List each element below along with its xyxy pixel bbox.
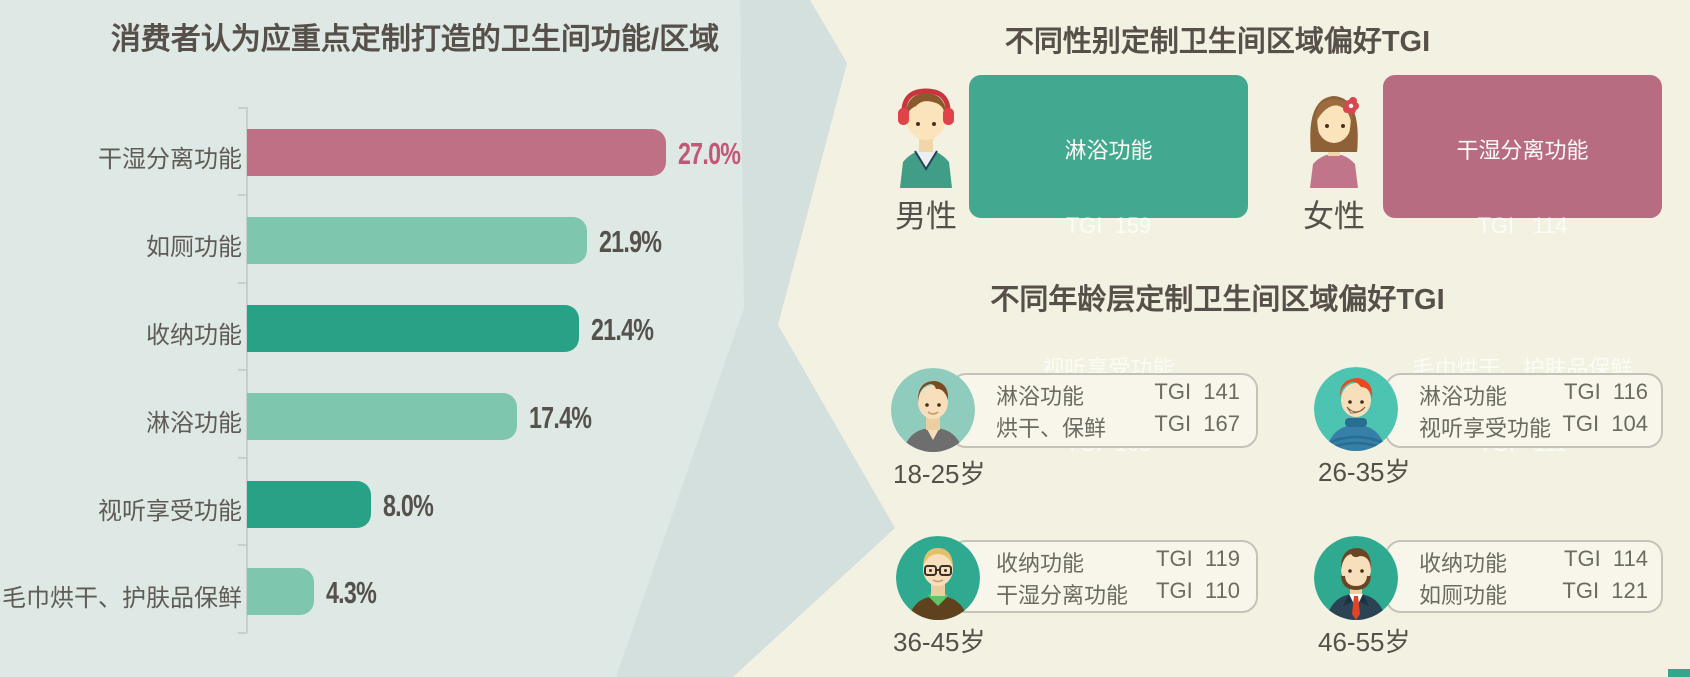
chart-axis-line bbox=[246, 107, 248, 633]
row-tgi-value: TGI 104 bbox=[1562, 411, 1648, 436]
age-card-26-35: 淋浴功能 TGI 116 视听享受功能 TGI 104 bbox=[1385, 373, 1663, 448]
bar-value-label: 21.4% bbox=[591, 312, 654, 347]
row-tgi-value: TGI 110 bbox=[1156, 578, 1240, 603]
female-label: 女性 bbox=[1303, 199, 1365, 234]
axis-tick bbox=[238, 457, 247, 459]
axis-tick bbox=[238, 369, 247, 371]
flower-icon bbox=[1343, 97, 1359, 114]
redhead-man-avatar-icon bbox=[1314, 367, 1398, 451]
bar bbox=[247, 393, 517, 440]
row-tgi-value: TGI 121 bbox=[1562, 578, 1648, 603]
age-card-row: 如厕功能 TGI 121 bbox=[1419, 578, 1648, 610]
age-card-row: 收纳功能 TGI 114 bbox=[1419, 546, 1648, 578]
female-flower-avatar-icon bbox=[1310, 96, 1359, 188]
axis-tick bbox=[238, 107, 247, 109]
axis-tick bbox=[238, 632, 247, 634]
age-label-18-25: 18-25岁 bbox=[893, 459, 986, 489]
corner-accent-mark bbox=[1668, 669, 1690, 677]
female-persona: 女性 bbox=[1290, 80, 1378, 236]
axis-tick bbox=[238, 544, 247, 546]
row-tgi-value: TGI 119 bbox=[1156, 546, 1240, 571]
male-persona: 男性 bbox=[882, 80, 970, 236]
age-card-36-45: 收纳功能 TGI 119 干湿分离功能 TGI 110 bbox=[950, 540, 1258, 613]
bar-category-label: 视听享受功能 bbox=[98, 498, 242, 525]
age-card-row: 收纳功能 TGI 119 bbox=[996, 546, 1240, 578]
age-label-26-35: 26-35岁 bbox=[1318, 457, 1411, 487]
bar-value-label: 21.9% bbox=[599, 224, 662, 259]
row-tgi-value: TGI 116 bbox=[1564, 379, 1648, 404]
bar bbox=[247, 481, 371, 528]
male-tgi-box: 淋浴功能 TGI 159 视听享受功能 TGI 103 bbox=[969, 75, 1248, 456]
suit-man-avatar-icon bbox=[1314, 536, 1398, 620]
female-tgi-box: 干湿分离功能 TGI 114 毛巾烘干、护肤品保鲜 TGI 111 bbox=[1383, 75, 1662, 456]
bar-value-label: 17.4% bbox=[529, 400, 592, 435]
bar-chart-title: 消费者认为应重点定制打造的卫生间功能/区域 bbox=[110, 23, 720, 56]
gender-section-title: 不同性别定制卫生间区域偏好TGI bbox=[1004, 26, 1431, 58]
age-card-row: 干湿分离功能 TGI 110 bbox=[996, 578, 1240, 610]
row-label: 视听享受功能 bbox=[1419, 416, 1552, 441]
row-label: 淋浴功能 bbox=[1419, 384, 1508, 409]
young-man-avatar-icon bbox=[891, 368, 975, 452]
row-tgi-value: TGI 114 bbox=[1564, 546, 1648, 571]
bar-value-label: 27.0% bbox=[678, 136, 741, 171]
row-tgi-value: TGI 141 bbox=[1154, 379, 1240, 404]
axis-tick bbox=[238, 194, 247, 196]
bar-value-label: 8.0% bbox=[383, 488, 434, 523]
age-card-row: 视听享受功能 TGI 104 bbox=[1419, 411, 1648, 443]
bar-category-label: 如厕功能 bbox=[146, 234, 242, 261]
male-item-1-tgi: TGI 159 bbox=[1065, 213, 1152, 238]
age-card-row: 烘干、保鲜 TGI 167 bbox=[996, 411, 1240, 443]
age-section-title: 不同年龄层定制卫生间区域偏好TGI bbox=[990, 284, 1445, 316]
male-label: 男性 bbox=[895, 199, 957, 234]
row-label: 淋浴功能 bbox=[996, 384, 1085, 409]
bar-category-label: 毛巾烘干、护肤品保鲜 bbox=[2, 585, 242, 612]
age-card-row: 淋浴功能 TGI 116 bbox=[1419, 379, 1648, 411]
female-item-1-name: 干湿分离功能 bbox=[1456, 138, 1589, 163]
female-item-1-tgi: TGI 114 bbox=[1477, 213, 1568, 238]
row-label: 烘干、保鲜 bbox=[996, 416, 1107, 441]
bar bbox=[247, 305, 579, 352]
row-label: 收纳功能 bbox=[1419, 551, 1508, 576]
age-card-row: 淋浴功能 TGI 141 bbox=[996, 379, 1240, 411]
age-card-18-25: 淋浴功能 TGI 141 烘干、保鲜 TGI 167 bbox=[950, 373, 1258, 448]
bar-category-label: 干湿分离功能 bbox=[98, 146, 242, 173]
row-tgi-value: TGI 167 bbox=[1154, 411, 1240, 436]
age-label-46-55: 46-55岁 bbox=[1318, 627, 1411, 657]
bar-value-label: 4.3% bbox=[326, 575, 377, 610]
bar bbox=[247, 129, 666, 176]
row-label: 如厕功能 bbox=[1419, 583, 1508, 608]
glasses-man-avatar-icon bbox=[896, 536, 980, 620]
age-label-36-45: 36-45岁 bbox=[893, 627, 986, 657]
bar-category-label: 收纳功能 bbox=[146, 322, 242, 349]
bar bbox=[247, 568, 314, 615]
male-item-1-name: 淋浴功能 bbox=[1064, 138, 1153, 163]
row-label: 收纳功能 bbox=[996, 551, 1085, 576]
row-label: 干湿分离功能 bbox=[996, 583, 1129, 608]
age-card-46-55: 收纳功能 TGI 114 如厕功能 TGI 121 bbox=[1385, 540, 1663, 613]
bar bbox=[247, 217, 587, 264]
axis-tick bbox=[238, 282, 247, 284]
male-headphones-avatar-icon bbox=[898, 88, 954, 188]
bar-category-label: 淋浴功能 bbox=[146, 410, 242, 437]
